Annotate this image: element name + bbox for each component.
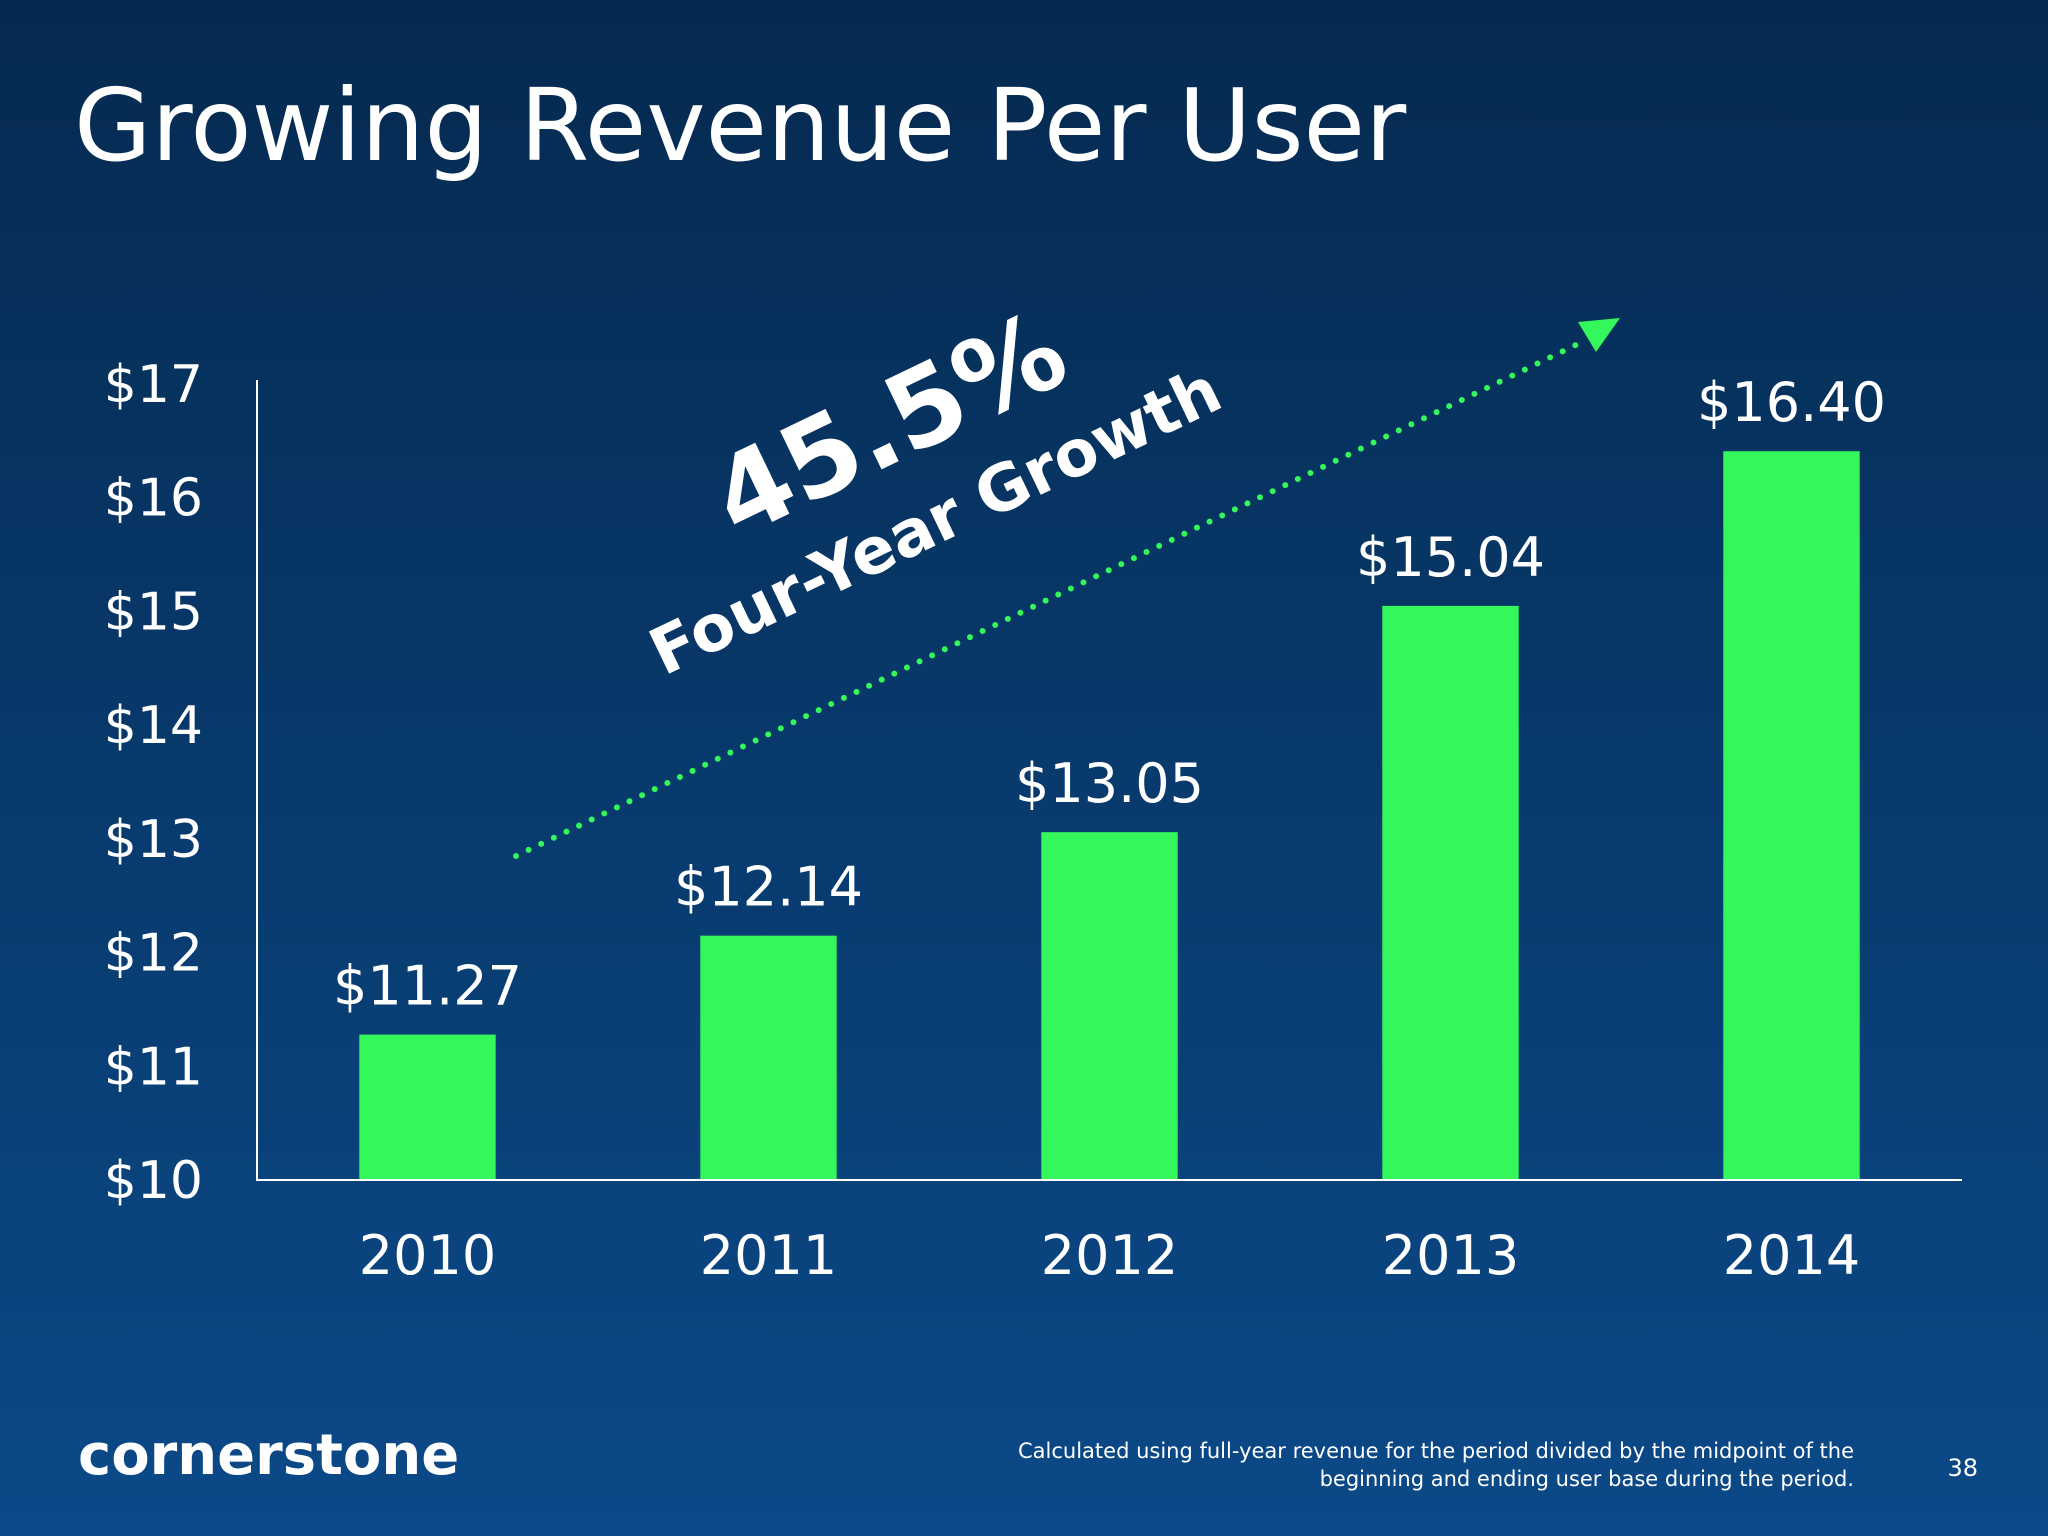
y-tick-label: $13 [104,810,203,870]
x-tick-label: 2013 [1382,1224,1519,1287]
value-label: $12.14 [674,856,863,919]
growth-arrow-line [513,340,1583,859]
bar [1041,832,1178,1179]
bar [1723,451,1860,1179]
growth-arrow-head [1578,318,1620,352]
y-tick-label: $15 [104,582,203,642]
x-tick-label: 2012 [1041,1224,1178,1287]
footnote-line: beginning and ending user base during th… [1320,1467,1854,1491]
bar [1382,605,1519,1179]
bar [359,1034,496,1179]
slide-title: Growing Revenue Per User [74,67,1407,184]
x-tick-label: 2011 [700,1224,837,1287]
y-tick-label: $16 [104,469,203,529]
value-label: $13.05 [1015,752,1204,815]
value-label: $16.40 [1697,371,1886,434]
value-label: $11.27 [333,955,522,1018]
bar [700,935,837,1179]
y-tick-label: $12 [104,924,203,984]
y-tick-label: $11 [104,1037,203,1097]
x-tick-label: 2014 [1723,1224,1860,1287]
logo: cornerstone [78,1423,459,1488]
x-tick-label: 2010 [359,1224,496,1287]
footnote-line: Calculated using full-year revenue for t… [1018,1439,1854,1463]
y-tick-label: $14 [104,696,203,756]
y-tick-label: $10 [104,1151,203,1211]
y-tick-label: $17 [104,355,203,415]
page-number: 38 [1947,1454,1978,1482]
value-label: $15.04 [1356,526,1545,589]
